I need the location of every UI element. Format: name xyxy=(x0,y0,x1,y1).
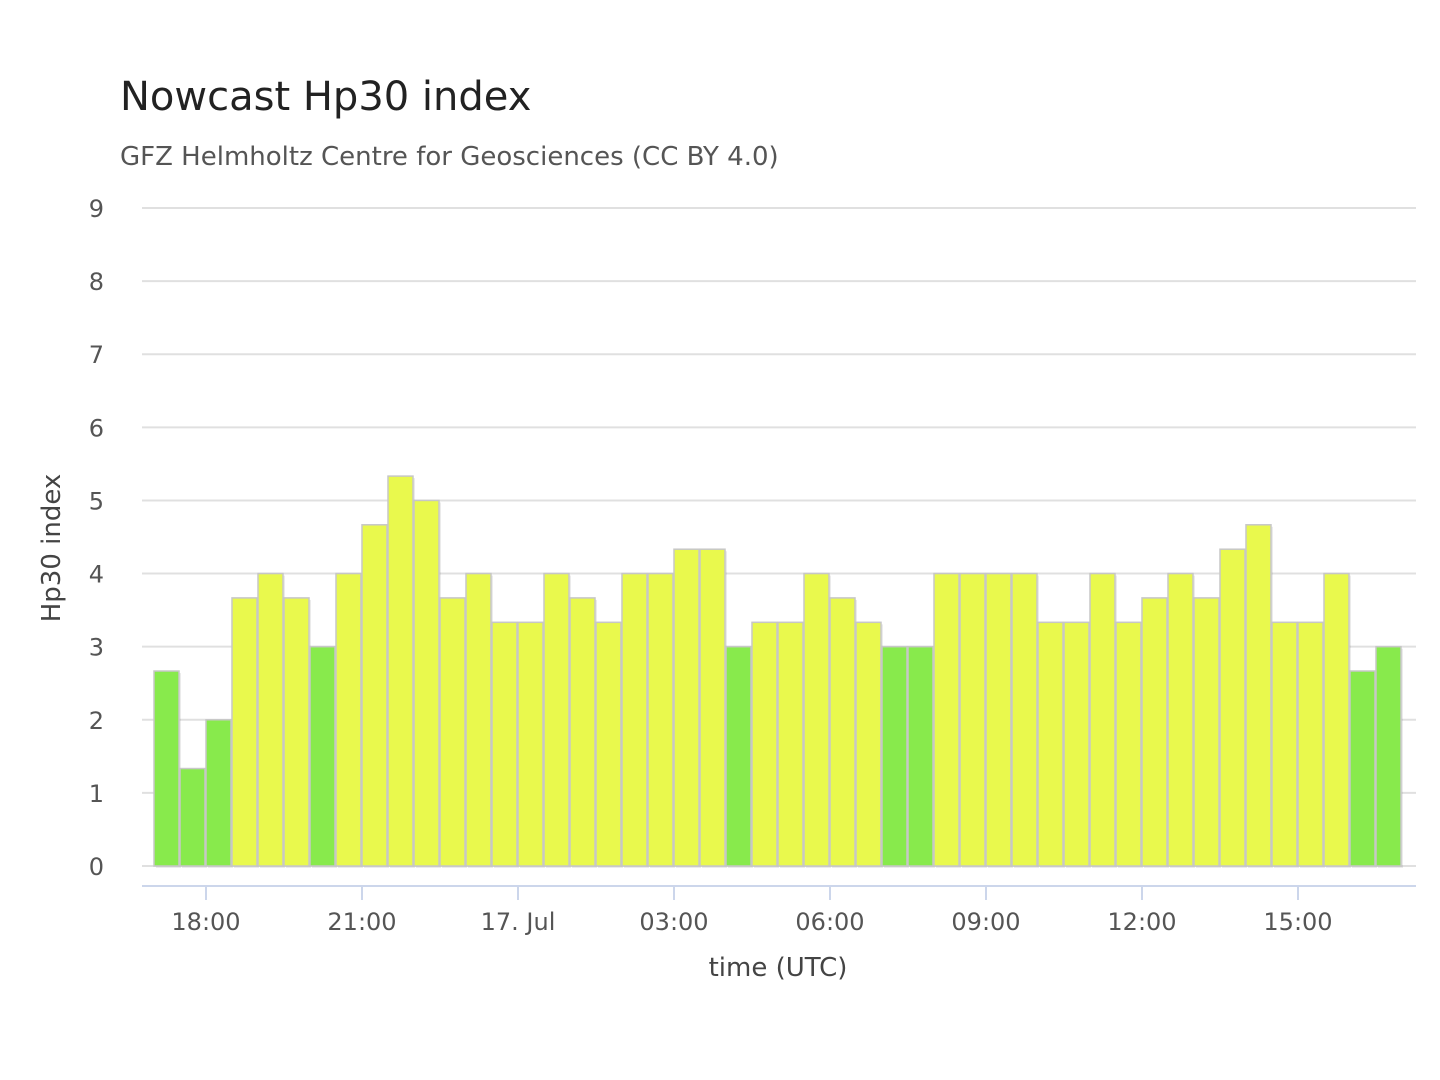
bar[interactable] xyxy=(1245,524,1272,867)
y-axis-title: Hp30 index xyxy=(37,474,67,623)
y-tick-label: 8 xyxy=(89,268,104,296)
bar[interactable] xyxy=(231,597,258,867)
bar[interactable] xyxy=(855,621,882,867)
bar[interactable] xyxy=(1271,621,1298,867)
x-tick-label: 06:00 xyxy=(795,908,864,936)
bar[interactable] xyxy=(959,572,986,867)
bar[interactable] xyxy=(517,621,544,867)
bar[interactable] xyxy=(1011,572,1038,867)
bar[interactable] xyxy=(205,719,232,867)
bar[interactable] xyxy=(985,572,1012,867)
bars xyxy=(153,475,1403,868)
x-tick-label: 12:00 xyxy=(1107,908,1176,936)
y-tick-label: 9 xyxy=(89,195,104,223)
bar[interactable] xyxy=(699,548,726,867)
y-tick-label: 7 xyxy=(89,341,104,369)
bar[interactable] xyxy=(257,572,284,867)
bar[interactable] xyxy=(1193,597,1220,867)
bar[interactable] xyxy=(1141,597,1168,867)
bar[interactable] xyxy=(1063,621,1090,867)
bar[interactable] xyxy=(413,499,440,867)
x-tick-label: 21:00 xyxy=(327,908,396,936)
bar[interactable] xyxy=(881,645,908,867)
bar[interactable] xyxy=(1297,621,1324,867)
y-tick-label: 6 xyxy=(89,414,104,442)
bar[interactable] xyxy=(1323,572,1350,867)
bar[interactable] xyxy=(907,645,934,867)
bar[interactable] xyxy=(621,572,648,867)
bar[interactable] xyxy=(387,475,414,867)
x-tick-label: 03:00 xyxy=(639,908,708,936)
bar[interactable] xyxy=(335,572,362,867)
bar[interactable] xyxy=(751,621,778,867)
bar[interactable] xyxy=(465,572,492,867)
bar[interactable] xyxy=(829,597,856,867)
bar[interactable] xyxy=(543,572,570,867)
y-tick-label: 5 xyxy=(89,487,104,515)
bar[interactable] xyxy=(1375,645,1402,867)
bar[interactable] xyxy=(725,645,752,867)
chart-title: Nowcast Hp30 index xyxy=(120,74,532,120)
y-tick-label: 3 xyxy=(89,634,104,662)
x-axis-title: time (UTC) xyxy=(709,953,848,983)
x-tick-label: 17. Jul xyxy=(481,908,556,936)
bar[interactable] xyxy=(1089,572,1116,867)
bar[interactable] xyxy=(1037,621,1064,867)
bar[interactable] xyxy=(933,572,960,867)
bar[interactable] xyxy=(1219,548,1246,867)
bar[interactable] xyxy=(439,597,466,867)
bar[interactable] xyxy=(153,670,180,867)
bar[interactable] xyxy=(777,621,804,867)
x-tick-label: 09:00 xyxy=(951,908,1020,936)
bar[interactable] xyxy=(569,597,596,867)
bar[interactable] xyxy=(647,572,674,867)
chart-subtitle: GFZ Helmholtz Centre for Geosciences (CC… xyxy=(120,142,779,172)
y-tick-label: 0 xyxy=(89,853,104,881)
bar[interactable] xyxy=(1349,670,1376,867)
bar[interactable] xyxy=(595,621,622,867)
bar[interactable] xyxy=(283,597,310,867)
x-tick-label: 18:00 xyxy=(171,908,240,936)
x-tick-label: 15:00 xyxy=(1263,908,1332,936)
y-axis-ticks: 0 1 2 3 4 5 6 7 8 9 xyxy=(89,195,104,881)
y-tick-label: 2 xyxy=(89,707,104,735)
bar[interactable] xyxy=(673,548,700,867)
bar[interactable] xyxy=(803,572,830,867)
bar[interactable] xyxy=(1115,621,1142,867)
y-tick-label: 4 xyxy=(89,561,104,589)
bar[interactable] xyxy=(1167,572,1194,867)
bar[interactable] xyxy=(491,621,518,867)
x-axis-ticks: 18:00 21:00 17. Jul 03:00 06:00 09:00 12:00 15:… xyxy=(171,886,1333,936)
bar[interactable] xyxy=(361,524,388,867)
bar[interactable] xyxy=(179,767,206,867)
y-tick-label: 1 xyxy=(89,780,104,808)
bar[interactable] xyxy=(309,645,336,867)
